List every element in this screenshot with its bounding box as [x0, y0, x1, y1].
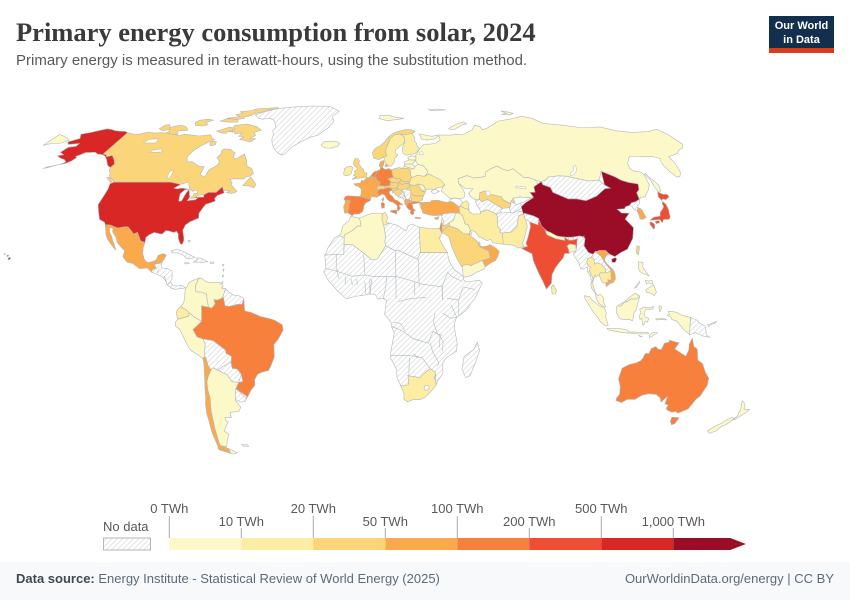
svg-text:10 TWh: 10 TWh	[219, 514, 264, 529]
svg-text:50 TWh: 50 TWh	[363, 514, 408, 529]
svg-text:200 TWh: 200 TWh	[503, 514, 556, 529]
svg-text:1,000 TWh: 1,000 TWh	[642, 514, 705, 529]
svg-text:20 TWh: 20 TWh	[291, 501, 336, 516]
svg-text:500 TWh: 500 TWh	[575, 501, 628, 516]
svg-text:No data: No data	[103, 519, 149, 534]
svg-text:0 TWh: 0 TWh	[150, 501, 188, 516]
svg-text:100 TWh: 100 TWh	[431, 501, 484, 516]
